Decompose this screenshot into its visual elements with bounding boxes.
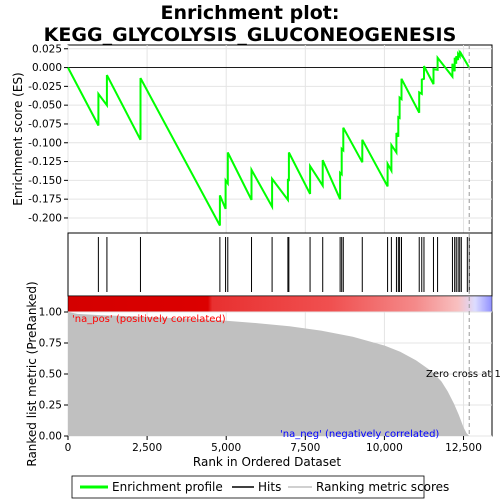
rank-y-tick-label: 1.00 bbox=[39, 307, 62, 319]
es-y-tick-label: -0.075 bbox=[28, 118, 62, 130]
x-tick-label: 5,000 bbox=[211, 442, 241, 454]
zero-cross-label: Zero cross at 1 bbox=[426, 369, 500, 380]
x-tick-label: 0 bbox=[65, 442, 72, 454]
es-y-tick-label: -0.050 bbox=[28, 100, 62, 112]
enrichment-profile-line bbox=[67, 49, 471, 226]
x-axis-ticks: 0 2,500 5,000 7,500 10,000 12,500 bbox=[65, 436, 482, 454]
rank-y-tick-label: 0.75 bbox=[39, 338, 62, 350]
ranking-metric-area bbox=[68, 312, 470, 436]
es-y-tick-label: 0.025 bbox=[32, 43, 62, 55]
es-y-tick-label: 0.000 bbox=[32, 62, 62, 74]
x-axis-label: Rank in Ordered Dataset bbox=[193, 455, 341, 469]
chart-title-line2: KEGG_GLYCOLYSIS_GLUCONEOGENESIS bbox=[44, 24, 457, 46]
legend-label: Ranking metric scores bbox=[316, 480, 449, 494]
legend: Enrichment profile Hits Ranking metric sco… bbox=[80, 480, 449, 494]
es-y-axis-label: Enrichment score (ES) bbox=[11, 72, 25, 205]
es-panel-frame bbox=[67, 44, 493, 234]
es-y-ticks: 0.025 0.000 -0.025 -0.050 -0.075 -0.100 -0.125… bbox=[28, 43, 68, 224]
rank-y-tick-label: 0.50 bbox=[39, 369, 62, 381]
es-y-tick-label: -0.200 bbox=[28, 212, 62, 224]
x-tick-label: 2,500 bbox=[132, 442, 162, 454]
chart-title-line1: Enrichment plot: bbox=[161, 2, 340, 24]
es-y-tick-label: -0.025 bbox=[28, 81, 62, 93]
x-tick-label: 10,000 bbox=[366, 442, 403, 454]
rank-y-tick-label: 0.00 bbox=[39, 431, 62, 443]
es-y-tick-label: -0.175 bbox=[28, 194, 62, 206]
es-y-tick-label: -0.150 bbox=[28, 175, 62, 187]
negative-correlation-label: 'na_neg' (negatively correlated) bbox=[280, 429, 439, 440]
rank-y-axis-label: Ranked list metric (PreRanked) bbox=[25, 281, 39, 466]
hit-marks bbox=[97, 237, 470, 292]
legend-label: Hits bbox=[258, 480, 281, 494]
es-y-tick-label: -0.125 bbox=[28, 156, 62, 168]
x-tick-label: 7,500 bbox=[290, 442, 320, 454]
hits-panel-frame bbox=[67, 232, 493, 297]
positive-correlation-label: 'na_pos' (positively correlated) bbox=[72, 314, 226, 325]
ranking-color-bar bbox=[67, 295, 493, 313]
rank-y-tick-label: 0.25 bbox=[39, 400, 62, 412]
x-tick-label: 12,500 bbox=[445, 442, 482, 454]
rank-y-ticks: 0.00 0.25 0.50 0.75 1.00 bbox=[39, 307, 68, 443]
es-y-tick-label: -0.100 bbox=[28, 137, 62, 149]
legend-label: Enrichment profile bbox=[112, 480, 223, 494]
